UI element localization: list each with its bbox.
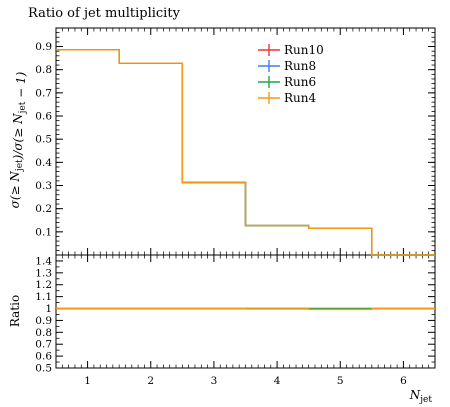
chart-title: Ratio of jet multiplicity (28, 6, 181, 21)
ratio-tick-label: 0.8 (35, 327, 52, 339)
ratio-tick-label: 1.3 (35, 267, 52, 279)
x-axis: 1 2 3 4 5 6 (61, 28, 436, 387)
ratio-tick-label: 0.5 (35, 363, 52, 375)
x-tick-label: 2 (147, 375, 154, 387)
series-line-run4 (56, 49, 435, 256)
y-tick-label: 0.4 (35, 157, 52, 169)
legend-label-run10: Run10 (284, 43, 324, 57)
ratio-panel-frame (55, 254, 436, 369)
legend-label-run6: Run6 (284, 75, 316, 89)
main-series-group (56, 49, 435, 256)
ratio-line-run4 (56, 307, 435, 311)
ratio-tick-label: 1.4 (35, 255, 52, 267)
y-tick-label: 0.1 (35, 226, 52, 238)
legend-label-run8: Run8 (284, 59, 316, 73)
y-tick-label: 0.6 (35, 111, 52, 123)
x-tick-label: 5 (337, 375, 344, 387)
y-tick-label: 0.7 (35, 87, 52, 99)
x-tick-label: 6 (400, 375, 407, 387)
legend-label-run4: Run4 (284, 91, 316, 105)
ratio-tick-label: 1.2 (35, 279, 52, 291)
ratio-axis-label: Ratio (8, 295, 22, 327)
y-tick-label: 0.2 (35, 203, 52, 215)
y-tick-label: 0.8 (35, 64, 52, 76)
x-tick-label: 4 (274, 375, 281, 387)
main-y-axis: 0.1 0.2 0.3 0.4 0.5 0.6 0.7 0.8 0.9 (35, 32, 435, 251)
x-axis-label: Njet (409, 388, 433, 405)
y-tick-label: 0.5 (35, 134, 52, 146)
x-tick-label: 1 (84, 375, 91, 387)
ratio-tick-label: 0.6 (35, 351, 52, 363)
ratio-tick-label: 1 (45, 303, 52, 315)
y-tick-label: 0.9 (35, 41, 52, 53)
y-axis-label: σ(≥ Njet)/σ(≥ Njet − 1) (8, 71, 28, 208)
ratio-series-group (56, 307, 435, 311)
ratio-tick-label: 0.7 (35, 339, 52, 351)
x-tick-label: 3 (211, 375, 218, 387)
y-tick-label: 0.3 (35, 180, 52, 192)
legend: Run10 Run8 Run6 Run4 (258, 43, 324, 105)
ratio-tick-label: 0.9 (35, 315, 52, 327)
ratio-tick-label: 1.1 (35, 291, 52, 303)
ratio-y-axis: 0.50.60.70.80.911.11.21.31.4 (35, 255, 435, 375)
